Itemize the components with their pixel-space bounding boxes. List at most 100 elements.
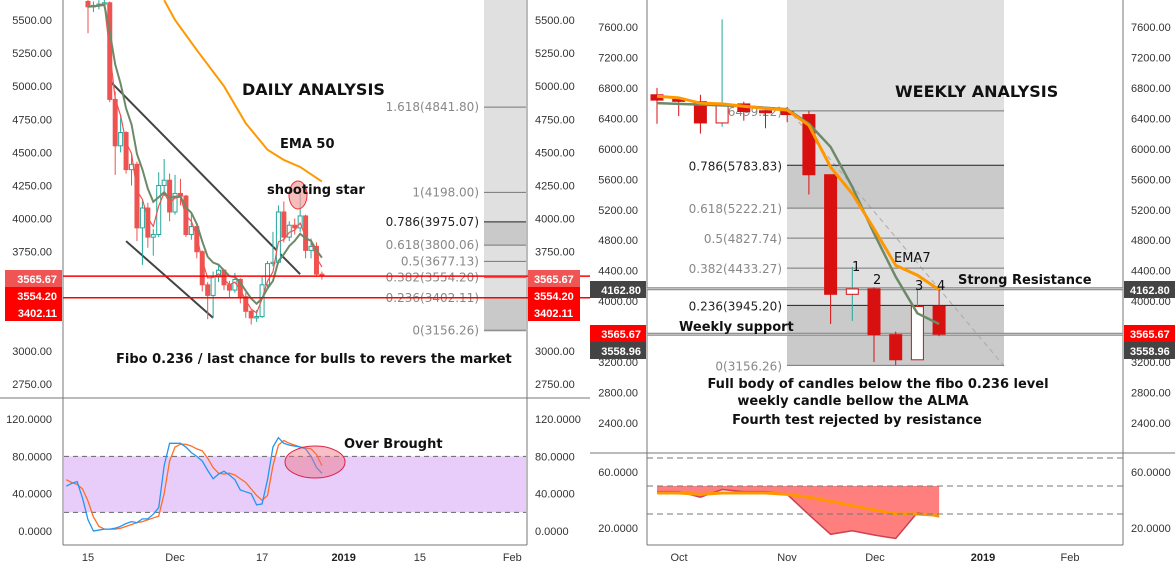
test-label-4: 4 bbox=[937, 279, 945, 294]
price-badge bbox=[528, 304, 580, 321]
candle-body bbox=[205, 284, 211, 296]
price-tick-label: 7600.00 bbox=[598, 22, 638, 34]
fib-level-label: 0.5(4827.74) bbox=[704, 232, 782, 246]
fib-level-label: 0.618(3800.06) bbox=[386, 238, 479, 252]
stoch-tick-label: 80.0000 bbox=[12, 451, 52, 463]
date-tick-label: Nov bbox=[777, 552, 797, 564]
price-badge bbox=[5, 270, 62, 287]
candle-body bbox=[172, 192, 178, 213]
price-badge-label: 3558.96 bbox=[1130, 346, 1170, 358]
candle-body bbox=[254, 316, 260, 319]
test-label-3: 3 bbox=[915, 279, 923, 294]
candle-body bbox=[759, 110, 772, 114]
weekly-candle bbox=[867, 287, 881, 363]
fib-zone-dark bbox=[484, 221, 526, 246]
fib-zone bbox=[484, 0, 526, 332]
price-tick-label: 5000.00 bbox=[12, 81, 52, 93]
price-tick-label: 3750.00 bbox=[12, 247, 52, 259]
price-tick-label: 5250.00 bbox=[12, 48, 52, 60]
candle-body bbox=[112, 98, 118, 147]
price-tick-label: 5200.00 bbox=[598, 205, 638, 217]
candle-body bbox=[156, 185, 162, 235]
indicator-tick-label: 60.0000 bbox=[598, 467, 638, 479]
price-tick-label: 6400.00 bbox=[1131, 113, 1171, 125]
price-tick-label: 5000.00 bbox=[535, 81, 575, 93]
price-tick-label: 5600.00 bbox=[598, 174, 638, 186]
fib-level-label: 0(3156.26) bbox=[715, 359, 782, 373]
ema50-line bbox=[163, 0, 323, 183]
price-badge-label: 3554.20 bbox=[534, 291, 574, 303]
date-tick-label: Feb bbox=[503, 552, 522, 564]
candle bbox=[205, 282, 211, 320]
weekly-candle bbox=[715, 19, 729, 127]
candle-body bbox=[118, 132, 124, 147]
candle-body bbox=[275, 211, 281, 263]
price-tick-label: 6000.00 bbox=[598, 144, 638, 156]
price-tick-label: 3200.00 bbox=[1131, 357, 1171, 369]
price-tick-label: 4400.00 bbox=[598, 266, 638, 278]
price-tick-label: 2750.00 bbox=[12, 379, 52, 391]
fib-level-label: 0.786(3975.07) bbox=[386, 215, 479, 229]
slow-ma-line bbox=[87, 3, 323, 306]
price-tick-label: 3000.00 bbox=[12, 346, 52, 358]
price-tick-label: 4250.00 bbox=[12, 181, 52, 193]
ema7-label: EMA7 bbox=[894, 251, 931, 266]
price-tick-label: 4000.00 bbox=[598, 296, 638, 308]
price-badge bbox=[528, 287, 580, 304]
candle bbox=[281, 201, 287, 243]
indicator-tick-label: 60.0000 bbox=[1131, 467, 1171, 479]
price-badge bbox=[5, 304, 62, 321]
candle bbox=[275, 205, 281, 264]
candle bbox=[134, 161, 140, 242]
price-badge bbox=[528, 270, 580, 287]
date-tick-label: 15 bbox=[82, 552, 94, 564]
price-tick-label: 3200.00 bbox=[598, 357, 638, 369]
price-tick-label: 4500.00 bbox=[535, 147, 575, 159]
fib-level-label: 0.786(5783.83) bbox=[689, 159, 782, 173]
date-tick-label: Dec bbox=[165, 552, 185, 564]
price-tick-label: 5250.00 bbox=[535, 48, 575, 60]
candle bbox=[292, 218, 298, 235]
candle-body bbox=[824, 174, 838, 295]
ema7-line bbox=[656, 94, 940, 291]
candle bbox=[172, 174, 178, 215]
price-tick-label: 4500.00 bbox=[12, 147, 52, 159]
price-tick-label: 7200.00 bbox=[598, 52, 638, 64]
price-tick-label: 4750.00 bbox=[535, 114, 575, 126]
channel-upper-line bbox=[109, 80, 301, 275]
test-label-2: 2 bbox=[873, 273, 881, 288]
candle-body bbox=[161, 179, 167, 186]
candle bbox=[139, 200, 145, 265]
price-tick-label: 2400.00 bbox=[1131, 418, 1171, 430]
weekly-candle bbox=[650, 87, 664, 124]
candle-body bbox=[150, 233, 156, 238]
candle-body bbox=[867, 288, 881, 336]
candle bbox=[150, 229, 156, 256]
candle bbox=[123, 131, 129, 174]
candle-body bbox=[243, 296, 249, 312]
weekly-candle bbox=[824, 174, 838, 324]
price-tick-label: 6800.00 bbox=[598, 83, 638, 95]
price-tick-label: 7600.00 bbox=[1131, 22, 1171, 34]
date-tick-label: Feb bbox=[1061, 552, 1080, 564]
ema50-label: EMA 50 bbox=[280, 137, 335, 152]
stoch-tick-label: 120.0000 bbox=[535, 414, 581, 426]
weekly-candle bbox=[910, 288, 924, 361]
price-tick-label: 4000.00 bbox=[1131, 296, 1171, 308]
candle-body bbox=[210, 276, 216, 296]
price-badge-label: 3402.11 bbox=[18, 308, 57, 320]
candle bbox=[118, 115, 124, 153]
fib-zone-dark bbox=[484, 297, 526, 331]
fib-level-label: 1(4198.00) bbox=[412, 185, 479, 199]
indicator-fill bbox=[657, 486, 940, 539]
fib-level-label: 0.382(3554.20) bbox=[386, 271, 479, 285]
daily-panel: 5500.00 5500.00 5250.00 5250.00 5000.00 5000.… bbox=[0, 0, 590, 564]
fib-level-label: 0.382(4433.27) bbox=[689, 262, 782, 276]
stoch-tick-label: 0.0000 bbox=[18, 526, 52, 538]
candle-body bbox=[910, 305, 924, 361]
candle bbox=[161, 159, 167, 197]
overbought-marker bbox=[284, 445, 346, 479]
candle-body bbox=[226, 284, 232, 291]
price-badge bbox=[590, 342, 646, 359]
